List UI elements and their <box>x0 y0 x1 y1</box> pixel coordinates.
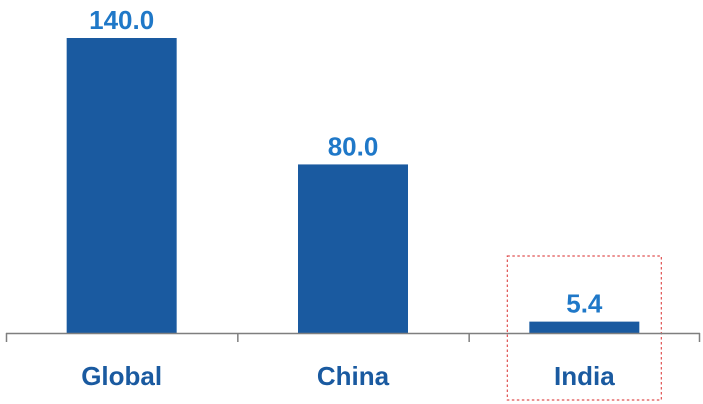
bar-global <box>66 38 177 333</box>
x-tick-label-global: Global <box>81 361 162 391</box>
bar-china <box>298 164 408 333</box>
data-label-india: 5.4 <box>566 289 603 319</box>
bar-india <box>529 321 640 333</box>
data-label-global: 140.0 <box>89 5 154 35</box>
highlight-box-india <box>506 255 662 401</box>
x-tick-label-india: India <box>554 361 615 391</box>
data-label-china: 80.0 <box>328 131 379 161</box>
x-tick-label-china: China <box>317 361 390 391</box>
